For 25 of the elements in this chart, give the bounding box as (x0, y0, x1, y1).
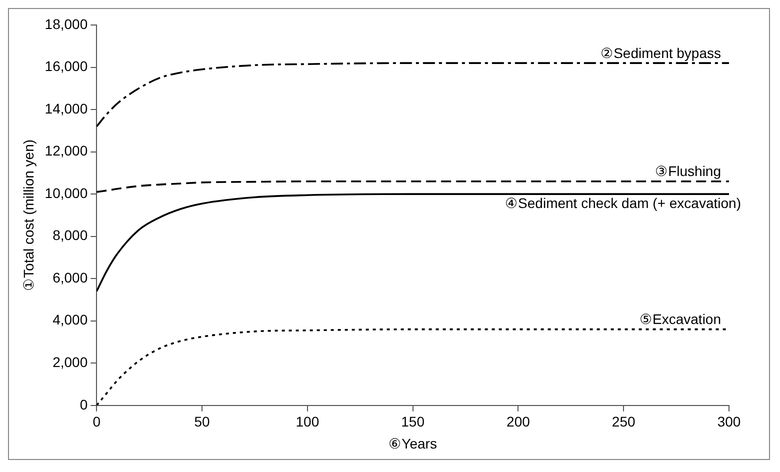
x-axis-title: ⑥Years (388, 435, 437, 452)
x-tick-label: 300 (717, 414, 741, 430)
x-tick-label: 150 (401, 414, 425, 430)
y-tick-label: 2,000 (52, 354, 88, 370)
x-tick-label: 0 (92, 414, 101, 430)
series-label: ③Flushing (655, 163, 721, 180)
x-tick-label: 100 (296, 414, 320, 430)
x-tick-label: 50 (194, 414, 210, 430)
y-tick-label: 8,000 (52, 227, 88, 244)
y-tick-label: 6,000 (52, 269, 88, 286)
y-tick-label: 18,000 (44, 16, 88, 32)
y-tick-label: 12,000 (44, 142, 88, 159)
y-tick-label: 14,000 (44, 100, 88, 116)
series-label: ②Sediment bypass (600, 44, 721, 61)
y-tick-label: 0 (80, 396, 88, 412)
series-label: ⑤Excavation (640, 311, 721, 328)
line-series (96, 180, 729, 193)
y-tick-label: 10,000 (44, 184, 88, 201)
y-tick-label: 4,000 (52, 312, 88, 328)
x-tick-label: 200 (506, 414, 530, 430)
y-axis-title: ①Total cost (million yen) (20, 139, 36, 291)
series-label: ④Sediment check dam (+ excavation) (505, 194, 741, 211)
x-tick-label: 250 (612, 414, 636, 430)
line-series (96, 62, 729, 128)
y-tick-label: 16,000 (44, 58, 88, 74)
